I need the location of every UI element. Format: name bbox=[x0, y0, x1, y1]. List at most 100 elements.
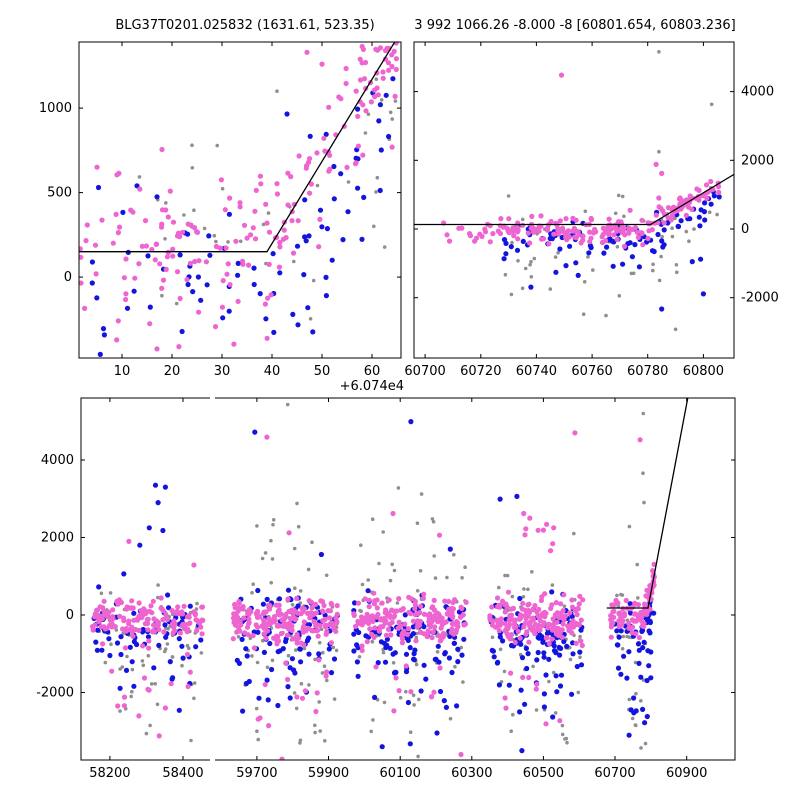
scatter-point bbox=[526, 674, 532, 681]
scatter-point bbox=[189, 738, 193, 743]
scatter-point bbox=[281, 227, 287, 233]
scatter-point bbox=[639, 614, 645, 620]
scatter-point bbox=[116, 224, 123, 230]
scatter-point bbox=[131, 639, 137, 645]
scatter-point bbox=[497, 230, 503, 237]
scatter-point bbox=[518, 641, 524, 647]
scatter-point bbox=[560, 723, 565, 728]
scatter-point bbox=[659, 254, 663, 259]
scatter-point bbox=[319, 224, 325, 230]
scatter-point bbox=[621, 243, 628, 249]
scatter-point bbox=[306, 233, 312, 239]
scatter-point bbox=[377, 102, 383, 108]
scatter-point bbox=[132, 275, 138, 281]
scatter-point bbox=[581, 312, 586, 317]
scatter-point bbox=[447, 546, 453, 552]
scatter-point bbox=[134, 616, 140, 622]
scatter-point bbox=[385, 626, 392, 633]
scatter-point bbox=[292, 259, 296, 264]
scatter-point bbox=[159, 146, 165, 153]
scatter-point bbox=[521, 624, 527, 630]
scatter-point bbox=[263, 316, 269, 322]
scatter-point bbox=[145, 616, 151, 622]
scatter-point bbox=[194, 628, 200, 634]
scatter-point bbox=[564, 643, 570, 649]
scatter-point bbox=[283, 660, 289, 666]
scatter-point bbox=[415, 521, 420, 525]
scatter-point bbox=[550, 541, 556, 547]
scatter-point bbox=[396, 486, 401, 490]
scatter-point bbox=[148, 723, 152, 728]
scatter-point bbox=[304, 637, 311, 644]
scatter-point bbox=[260, 556, 265, 561]
scatter-series-m bbox=[441, 72, 722, 249]
scatter-point bbox=[106, 636, 112, 642]
scatter-point bbox=[421, 611, 427, 617]
scatter-point bbox=[268, 292, 274, 298]
scatter-point bbox=[689, 259, 695, 265]
scatter-point bbox=[125, 654, 129, 659]
scatter-point bbox=[230, 636, 236, 642]
scatter-series-m bbox=[89, 430, 657, 760]
scatter-point bbox=[274, 181, 280, 187]
scatter-point bbox=[295, 501, 299, 506]
scatter-point bbox=[412, 606, 418, 612]
scatter-point bbox=[493, 624, 499, 630]
scatter-point bbox=[285, 402, 290, 407]
scatter-point bbox=[414, 662, 419, 667]
scatter-point bbox=[562, 230, 568, 236]
scatter-point bbox=[623, 597, 629, 604]
x-tick-label: 60 bbox=[364, 364, 381, 379]
scatter-point bbox=[265, 295, 271, 301]
scatter-point bbox=[530, 607, 536, 613]
scatter-point bbox=[286, 653, 291, 658]
scatter-point bbox=[572, 234, 578, 240]
scatter-point bbox=[97, 351, 103, 357]
y-tick-label: 500 bbox=[47, 186, 72, 201]
scatter-point bbox=[157, 261, 163, 267]
scatter-point bbox=[371, 718, 375, 722]
scatter-point bbox=[304, 49, 310, 55]
scatter-point bbox=[199, 651, 204, 655]
scatter-point bbox=[391, 48, 397, 55]
scatter-point bbox=[156, 733, 162, 739]
scatter-point bbox=[326, 168, 332, 174]
scatter-point bbox=[565, 740, 569, 745]
scatter-point bbox=[519, 748, 525, 754]
scatter-point bbox=[578, 627, 584, 633]
scatter-point bbox=[206, 233, 212, 239]
scatter-point bbox=[434, 611, 440, 618]
scatter-point bbox=[149, 610, 155, 616]
scatter-point bbox=[250, 591, 254, 595]
scatter-point bbox=[104, 613, 110, 620]
scatter-point bbox=[301, 628, 307, 634]
scatter-point bbox=[331, 645, 336, 650]
scatter-point bbox=[264, 677, 270, 683]
scatter-point bbox=[267, 640, 273, 647]
scatter-point bbox=[140, 659, 145, 663]
scatter-point bbox=[694, 186, 700, 192]
x-tick-label: 60500 bbox=[523, 766, 564, 781]
scatter-point bbox=[560, 608, 566, 614]
scatter-point bbox=[115, 230, 121, 236]
scatter-point bbox=[366, 597, 372, 603]
scatter-point bbox=[522, 607, 528, 614]
scatter-point bbox=[316, 657, 322, 663]
scatter-point bbox=[317, 700, 322, 704]
scatter-point bbox=[403, 669, 410, 675]
scatter-point bbox=[389, 144, 395, 150]
scatter-point bbox=[396, 619, 402, 625]
scatter-point bbox=[358, 608, 362, 613]
scatter-point bbox=[83, 238, 89, 244]
y-tick-label: 1000 bbox=[39, 101, 72, 116]
scatter-point bbox=[193, 617, 199, 623]
scatter-point bbox=[323, 131, 329, 137]
scatter-point bbox=[266, 606, 273, 612]
scatter-point bbox=[240, 261, 246, 267]
scatter-point bbox=[550, 583, 555, 587]
scatter-point bbox=[620, 593, 625, 597]
scatter-point bbox=[296, 524, 301, 529]
scatter-point bbox=[359, 236, 365, 242]
scatter-point bbox=[504, 625, 510, 631]
scatter-point bbox=[522, 532, 528, 538]
